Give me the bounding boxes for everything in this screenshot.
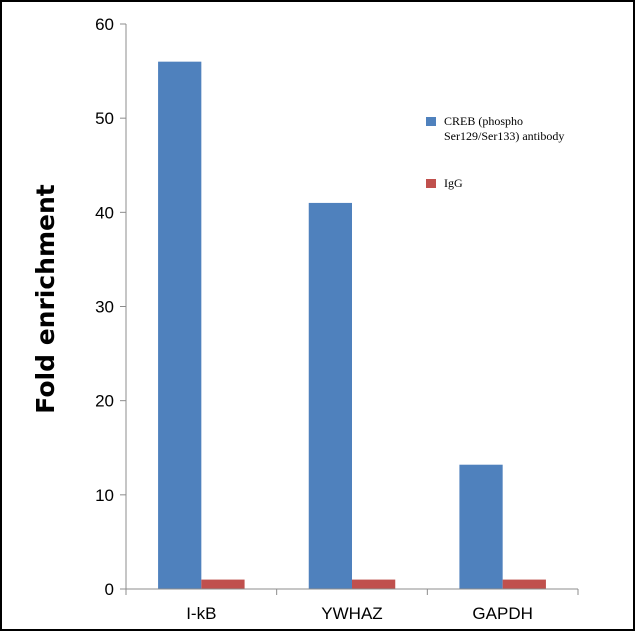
bar — [459, 464, 503, 589]
legend-label: CREB (phospho — [444, 114, 523, 128]
y-tick-label: 30 — [95, 298, 114, 317]
y-tick-label: 20 — [95, 392, 114, 411]
bar — [352, 579, 396, 589]
y-axis-title: Fold enrichment — [31, 184, 60, 413]
x-tick-label: I-kB — [186, 604, 216, 623]
bar — [201, 579, 245, 589]
x-tick-label: GAPDH — [472, 604, 532, 623]
y-tick-label: 40 — [95, 203, 114, 222]
bar — [502, 579, 546, 589]
x-tick-label: YWHAZ — [321, 604, 382, 623]
y-tick-label: 0 — [105, 580, 114, 599]
legend-swatch — [426, 179, 436, 188]
bar — [158, 61, 202, 589]
bar — [308, 202, 352, 589]
axes-layer: 0 10 20 30 40 50 60 I-kB YWHAZ GAPDH — [95, 15, 579, 623]
legend-label: Ser129/Ser133) antibody — [444, 129, 564, 143]
legend-swatch — [426, 117, 436, 126]
y-tick-label: 10 — [95, 486, 114, 505]
y-tick-label: 60 — [95, 15, 114, 34]
y-tick-label: 50 — [95, 109, 114, 128]
legend-label: IgG — [444, 176, 463, 190]
bars-layer — [158, 61, 546, 589]
